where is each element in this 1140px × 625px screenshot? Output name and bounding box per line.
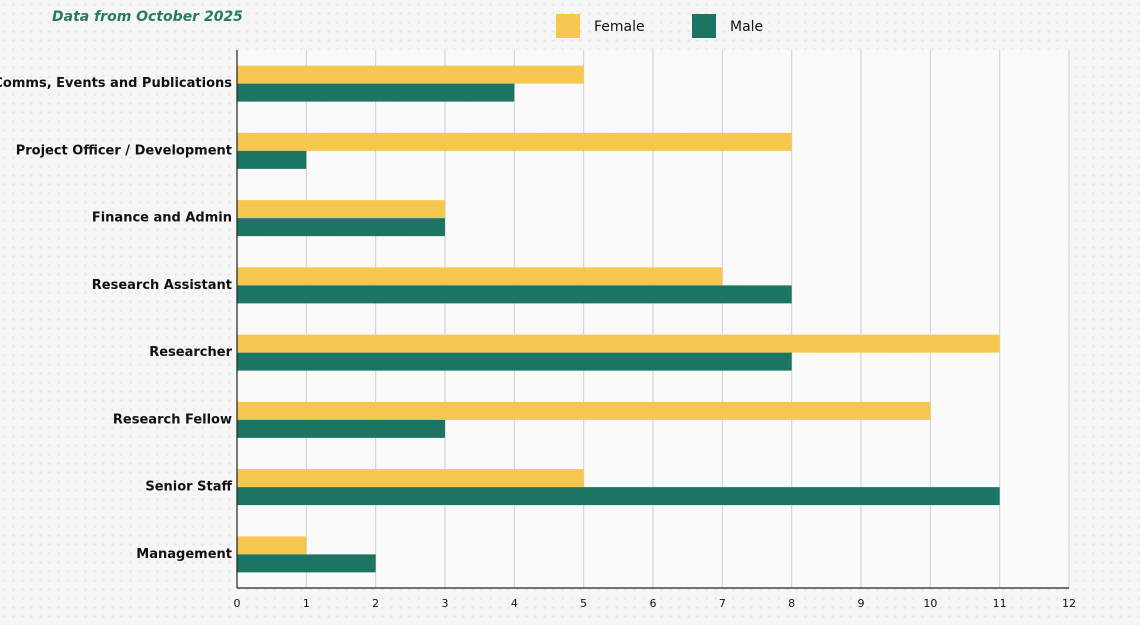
legend-label: Male [730, 19, 763, 35]
bar [237, 267, 723, 286]
bar [237, 419, 445, 438]
bar [237, 132, 792, 151]
y-tick-label: Management [136, 547, 232, 562]
x-tick-label: 11 [993, 597, 1007, 610]
chart-subtitle: Data from October 2025 [52, 9, 243, 25]
x-tick-label: 4 [511, 597, 518, 610]
x-tick-label: 3 [442, 597, 449, 610]
x-tick-label: 2 [372, 597, 379, 610]
bar [237, 469, 584, 488]
bar [237, 401, 931, 420]
bar [237, 536, 307, 555]
bar [237, 352, 792, 371]
bar [237, 65, 584, 84]
bar [237, 200, 445, 219]
bar [237, 83, 515, 102]
bars [237, 65, 1000, 573]
x-tick-label: 0 [234, 597, 241, 610]
y-tick-label: Finance and Admin [92, 211, 232, 226]
x-tick-label: 10 [923, 597, 937, 610]
y-tick-label: Research Assistant [92, 278, 232, 293]
bar [237, 150, 307, 169]
y-tick-label: Research Fellow [113, 412, 232, 427]
x-tick-label: 7 [719, 597, 726, 610]
y-tick-label: Researcher [149, 345, 232, 360]
bar [237, 554, 376, 573]
bar [237, 334, 1000, 353]
x-tick-label: 5 [580, 597, 587, 610]
bar [237, 218, 445, 237]
legend-swatch [556, 14, 580, 38]
bar [237, 487, 1000, 506]
x-tick-label: 1 [303, 597, 310, 610]
y-tick-label: Senior Staff [145, 480, 232, 495]
legend-label: Female [594, 19, 645, 35]
y-tick-label: Project Officer / Development [16, 143, 232, 158]
x-tick-label: 8 [788, 597, 795, 610]
y-tick-label: Comms, Events and Publications [0, 76, 232, 91]
x-tick-label: 6 [650, 597, 657, 610]
legend-swatch [692, 14, 716, 38]
x-tick-label: 12 [1062, 597, 1076, 610]
x-tick-label: 9 [858, 597, 865, 610]
bar [237, 285, 792, 304]
